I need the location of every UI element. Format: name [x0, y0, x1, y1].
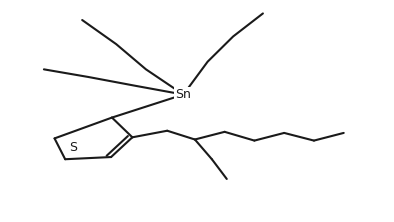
Text: Sn: Sn	[175, 88, 191, 101]
Text: S: S	[69, 141, 77, 154]
